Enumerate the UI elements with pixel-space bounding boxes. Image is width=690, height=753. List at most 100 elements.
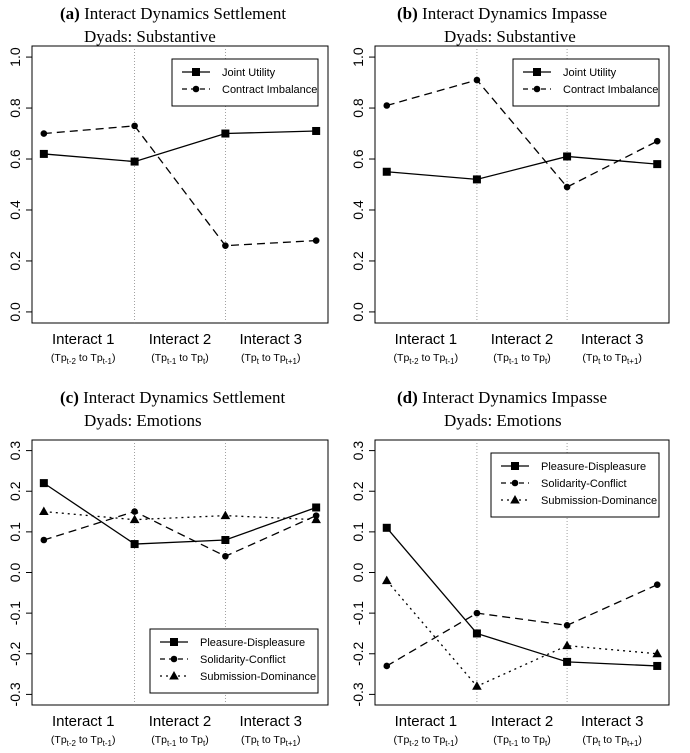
series-line-2 [386, 580, 658, 688]
y-tick-label: -0.1 [7, 601, 23, 625]
series-line-2 [43, 510, 317, 521]
y-tick-label: 0.1 [350, 522, 366, 542]
x-category-label: Interact 3 [581, 331, 644, 348]
panel-title-text: Interact Dynamics Impasse [418, 4, 607, 23]
data-point [39, 149, 48, 158]
panel-label: (d) [397, 388, 418, 407]
legend-label: Pleasure-Displeasure [200, 637, 305, 649]
x-category-sublabel: (Tpt-1 to Tpt) [493, 734, 550, 748]
x-category-label: Interact 2 [491, 331, 554, 348]
x-category-label: Interact 1 [395, 331, 458, 348]
data-point [381, 575, 392, 585]
y-tick-label: -0.2 [350, 641, 366, 665]
data-point [563, 622, 571, 629]
legend-label: Solidarity-Conflict [200, 654, 286, 666]
legend-swatch-marker [192, 85, 200, 93]
y-tick-label: 0.2 [350, 251, 366, 271]
legend-swatch-marker [169, 671, 179, 680]
y-tick-label: 0.2 [7, 481, 23, 501]
y-tick-label: 0.0 [7, 563, 23, 583]
legend-label: Pleasure-Displeasure [541, 461, 646, 473]
y-tick-label: 0.8 [350, 98, 366, 118]
data-point [472, 629, 481, 638]
x-category-label: Interact 3 [239, 331, 302, 348]
x-category-sublabel: (Tpt-1 to Tpt) [493, 352, 550, 366]
panel-b: (b) Interact Dynamics Impasse Dyads: Subs… [350, 4, 670, 366]
data-point [39, 479, 48, 488]
panel-title: (d) Interact Dynamics Impasse [397, 388, 607, 407]
panel-subtitle: Dyads: Emotions [84, 411, 202, 430]
x-category-label: Interact 1 [52, 331, 115, 348]
data-point [222, 242, 229, 249]
data-point [129, 514, 140, 524]
legend-swatch-marker [170, 655, 178, 663]
data-point [131, 508, 138, 515]
x-category-sublabel: (Tpt-1 to Tpt) [151, 734, 208, 748]
panel-title: (a) Interact Dynamics Settlement [60, 4, 286, 23]
y-tick-label: 0.4 [7, 200, 23, 220]
y-tick-label: 0.8 [7, 98, 23, 118]
series-line-1 [43, 125, 317, 247]
panel-title: (c) Interact Dynamics Settlement [60, 388, 285, 407]
data-point [131, 122, 138, 130]
data-point [563, 183, 571, 191]
data-point [562, 640, 572, 650]
legend-label: Contract Imbalance [222, 84, 317, 96]
x-category-sublabel: (Tpt to Tpt+1) [241, 734, 300, 748]
y-tick-label: 0.1 [7, 522, 23, 542]
y-tick-label: 0.3 [350, 441, 366, 461]
panel-c: (c) Interact Dynamics Settlement Dyads: E… [7, 388, 329, 748]
data-point [312, 503, 321, 512]
panel-title-text: Interact Dynamics Settlement [79, 388, 286, 407]
y-tick-label: -0.3 [350, 682, 366, 706]
x-category-sublabel: (Tpt-2 to Tpt-1) [51, 734, 116, 748]
x-category-sublabel: (Tpt-2 to Tpt-1) [51, 352, 116, 366]
data-point [311, 514, 321, 524]
x-category-label: Interact 1 [52, 713, 115, 730]
y-tick-label: 0.2 [350, 481, 366, 501]
y-tick-label: -0.3 [7, 682, 23, 706]
panel-title-text: Interact Dynamics Impasse [418, 388, 607, 407]
data-point [653, 661, 662, 670]
series-line-1 [386, 584, 658, 667]
panel-label: (a) [60, 4, 80, 23]
legend-label: Solidarity-Conflict [541, 478, 627, 490]
x-category-sublabel: (Tpt-2 to Tpt-1) [394, 352, 459, 366]
data-point [382, 167, 391, 176]
panel-label: (c) [60, 388, 79, 407]
x-category-label: Interact 2 [149, 713, 212, 730]
legend-swatch-marker [511, 479, 519, 487]
panel-subtitle: Dyads: Substantive [84, 27, 216, 46]
panel-a: (a) Interact Dynamics Settlement Dyads: S… [7, 4, 329, 366]
plot-frame [31, 45, 329, 324]
y-tick-label: 0.0 [350, 563, 366, 583]
legend-swatch-marker [192, 68, 200, 76]
plot-frame [374, 45, 670, 324]
data-point [40, 536, 48, 544]
x-category-sublabel: (Tpt to Tpt+1) [582, 734, 641, 748]
y-tick-label: 0.6 [7, 149, 23, 169]
y-tick-label: 0.6 [350, 149, 366, 169]
data-point [39, 506, 49, 516]
panel-title-text: Interact Dynamics Settlement [80, 4, 287, 23]
legend-swatch-marker [510, 495, 520, 504]
x-category-sublabel: (Tpt-2 to Tpt-1) [394, 734, 459, 748]
legend-label: Contract Imbalance [563, 84, 658, 96]
panel-subtitle: Dyads: Emotions [444, 411, 562, 430]
data-point [472, 681, 482, 690]
data-point [653, 160, 662, 169]
panel-subtitle: Dyads: Substantive [444, 27, 576, 46]
x-category-label: Interact 3 [239, 713, 302, 730]
y-tick-label: 0.2 [7, 251, 23, 271]
data-point [383, 662, 391, 670]
data-point [130, 157, 139, 166]
data-point [312, 237, 320, 244]
data-point [383, 102, 391, 109]
x-category-sublabel: (Tpt-1 to Tpt) [151, 352, 208, 366]
data-point [653, 137, 661, 145]
y-tick-label: 0.3 [7, 441, 23, 461]
y-tick-label: 0.4 [350, 200, 366, 220]
data-point [130, 540, 139, 549]
data-point [653, 581, 661, 588]
